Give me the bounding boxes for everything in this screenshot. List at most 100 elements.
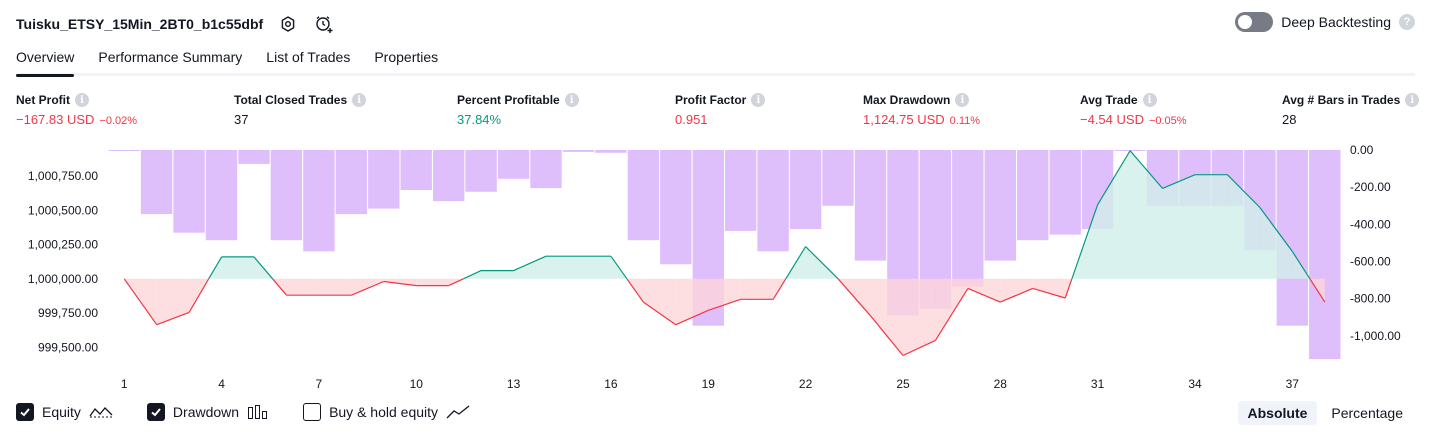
equity-checkbox[interactable] xyxy=(16,403,34,421)
metric-profit-factor: Profit Factor i 0.951 xyxy=(675,93,766,127)
equity-line-segment xyxy=(675,309,709,326)
drawdown-bar xyxy=(303,150,335,252)
equity-line-segment xyxy=(383,280,417,287)
equity-line-segment xyxy=(463,270,482,280)
drawdown-bar xyxy=(368,150,400,209)
equity-loss-fill xyxy=(286,278,319,296)
equity-profit-fill xyxy=(1259,207,1293,279)
tab-performance-summary[interactable]: Performance Summary xyxy=(98,49,243,65)
metric-value: 37.84% xyxy=(457,112,502,127)
add-alert-clock-icon[interactable] xyxy=(313,13,335,35)
info-icon[interactable]: i xyxy=(352,93,367,107)
equity-profit-fill xyxy=(1097,150,1131,279)
tab-list-of-trades[interactable]: List of Trades xyxy=(266,49,351,65)
equity-profit-fill xyxy=(208,256,222,279)
legend-label: Buy & hold equity xyxy=(329,404,439,420)
trade-number-tick-label: 7 xyxy=(316,377,323,391)
settings-gear-icon[interactable] xyxy=(277,13,299,35)
strategy-title: Tuisku_ETSY_15Min_2BT0_b1c55dbf xyxy=(16,16,264,32)
drawdown-tick-label: -800.00 xyxy=(1350,292,1391,306)
equity-tick-label: 999,750.00 xyxy=(38,306,98,320)
drawdown-tick-label: -200.00 xyxy=(1350,180,1391,194)
equity-line-segment xyxy=(610,255,628,280)
info-icon[interactable]: i xyxy=(955,93,970,107)
equity-line-segment xyxy=(870,315,904,356)
equity-loss-fill xyxy=(318,278,352,296)
drawdown-bar xyxy=(757,150,789,252)
equity-drawdown-chart[interactable]: 1,000,750.00 1,000,500.00 1,000,250.00 1,00… xyxy=(0,138,1431,398)
trade-number-tick-label: 4 xyxy=(218,377,225,391)
equity-loss-fill xyxy=(1000,278,1033,303)
drawdown-bar xyxy=(822,150,854,206)
metric-label: Avg Trade xyxy=(1080,93,1138,107)
trade-number-tick-label: 13 xyxy=(507,377,521,391)
equity-line-segment xyxy=(902,339,936,357)
drawdown-bar xyxy=(173,150,205,233)
equity-profit-fill xyxy=(221,256,254,279)
equity-tick-label: 999,500.00 xyxy=(38,340,98,354)
equity-loss-fill xyxy=(967,278,1001,303)
equity-line-segment xyxy=(1032,287,1066,299)
equity-tick-label: 1,000,750.00 xyxy=(28,169,98,183)
metric-avg-bars: Avg # Bars in Trades i 28 xyxy=(1282,93,1420,127)
drawdown-bar xyxy=(497,150,530,179)
equity-loss-fill xyxy=(708,278,741,311)
deep-backtesting-toggle[interactable] xyxy=(1235,12,1274,32)
drawdown-bar xyxy=(1309,150,1341,360)
equity-line-segment xyxy=(1071,204,1099,279)
legend-drawdown[interactable]: Drawdown xyxy=(146,403,269,421)
tab-overview[interactable]: Overview xyxy=(16,44,75,77)
percentage-button[interactable]: Percentage xyxy=(1331,405,1403,421)
equity-line-segment xyxy=(643,301,677,326)
equity-line-segment xyxy=(448,278,464,287)
equity-profit-fill xyxy=(513,256,546,279)
drawdown-bar xyxy=(627,150,660,241)
metric-label: Max Drawdown xyxy=(863,93,951,107)
equity-loss-fill xyxy=(643,278,676,325)
legend-buy-hold[interactable]: Buy & hold equity xyxy=(303,403,470,421)
trade-number-tick-label: 10 xyxy=(410,377,424,391)
drawdown-bar xyxy=(984,150,1016,261)
info-icon[interactable]: i xyxy=(564,93,579,107)
info-icon[interactable]: i xyxy=(75,93,89,107)
drawdown-bar xyxy=(335,150,367,215)
buy-hold-checkbox[interactable] xyxy=(303,403,322,421)
drawdown-bar xyxy=(952,150,984,287)
toggle-knob xyxy=(1238,15,1253,29)
legend-label: Equity xyxy=(42,404,81,420)
equity-loss-fill xyxy=(1032,278,1066,298)
drawdown-checkbox[interactable] xyxy=(146,403,165,421)
metric-value: −4.54 USD xyxy=(1080,112,1144,127)
strategy-header: Tuisku_ETSY_15Min_2BT0_b1c55dbf xyxy=(16,10,335,38)
equity-line-segment xyxy=(837,278,871,317)
trade-number-tick-label: 22 xyxy=(799,377,813,391)
metric-value: 1,124.75 USD xyxy=(863,112,945,127)
trade-number-tick-label: 34 xyxy=(1188,377,1202,391)
equity-line-segment xyxy=(253,256,274,280)
info-icon[interactable]: i xyxy=(1142,93,1157,107)
info-icon[interactable]: i xyxy=(751,93,766,107)
help-icon[interactable]: ? xyxy=(1399,14,1415,30)
info-icon[interactable]: i xyxy=(1405,93,1420,107)
absolute-button[interactable]: Absolute xyxy=(1237,401,1318,425)
equity-tick-label: 1,000,000.00 xyxy=(28,272,98,286)
equity-profit-fill xyxy=(1227,174,1260,279)
metric-value: 37 xyxy=(234,112,249,127)
equity-line-segment xyxy=(934,288,969,341)
legend-equity[interactable]: Equity xyxy=(16,403,113,421)
deep-backtesting-label: Deep Backtesting xyxy=(1281,14,1391,30)
metric-value: 0.951 xyxy=(675,112,708,127)
trade-number-tick-label: 16 xyxy=(604,377,618,391)
drawdown-bar xyxy=(108,150,140,151)
equity-profit-fill xyxy=(481,270,514,279)
equity-tick-label: 1,000,250.00 xyxy=(28,238,98,252)
equity-fills xyxy=(124,150,1325,356)
equity-loss-fill xyxy=(740,278,774,300)
drawdown-bar xyxy=(238,150,270,164)
equity-loss-fill xyxy=(903,278,936,356)
equity-loss-fill xyxy=(156,278,190,325)
drawdown-bar xyxy=(725,150,757,231)
equity-line-segment xyxy=(1226,174,1261,208)
drawdown-bar xyxy=(1114,150,1146,151)
tab-properties[interactable]: Properties xyxy=(374,49,439,65)
